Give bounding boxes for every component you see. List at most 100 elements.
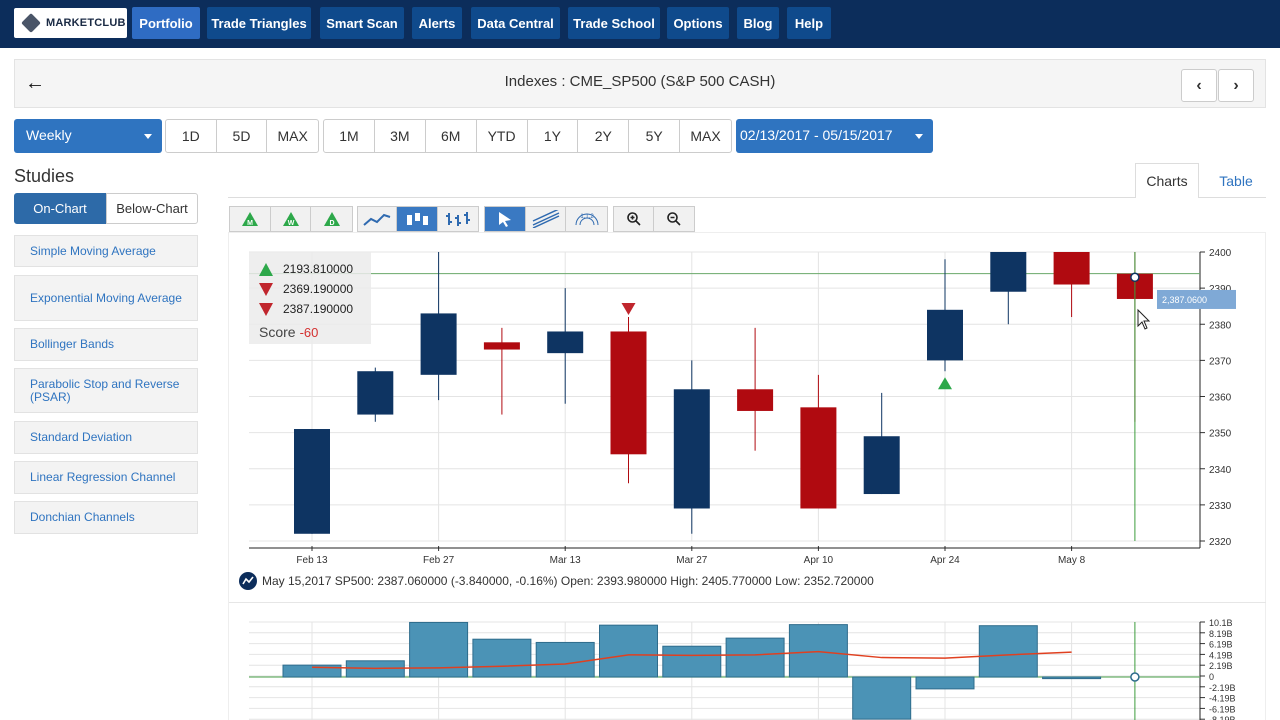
- logo-cube-icon: [21, 13, 41, 33]
- trade-triangle-signals: 2193.810000 2369.190000 2387.190000 Scor…: [249, 252, 371, 344]
- nav-blog[interactable]: Blog: [737, 7, 779, 39]
- nav-data-central[interactable]: Data Central: [471, 7, 560, 39]
- line-chart-button[interactable]: [358, 207, 398, 231]
- tab-underline: [228, 197, 1266, 198]
- intraday-range-group: 1D 5D MAX: [165, 119, 319, 153]
- ohlc-info: May 15,2017 SP500: 2387.060000 (-3.84000…: [239, 572, 874, 590]
- study-simple-moving-average[interactable]: Simple Moving Average: [14, 235, 198, 267]
- zoom-toolbar: [613, 206, 695, 232]
- range-5d-button[interactable]: 5D: [217, 120, 268, 152]
- daily-triangle-toggle[interactable]: D: [311, 207, 352, 231]
- chart-panel: [228, 232, 1266, 720]
- candle-chart-button[interactable]: [397, 207, 438, 231]
- previous-symbol-button[interactable]: ‹: [1181, 69, 1217, 102]
- study-bollinger-bands[interactable]: Bollinger Bands: [14, 328, 198, 361]
- page-title: Indexes : CME_SP500 (S&P 500 CASH): [504, 73, 776, 90]
- caret-down-icon: [144, 134, 152, 139]
- trendline-icon: [532, 210, 559, 228]
- weekly-triangle-toggle[interactable]: W: [271, 207, 312, 231]
- nav-trade-school[interactable]: Trade School: [568, 7, 660, 39]
- nav-smart-scan[interactable]: Smart Scan: [320, 7, 404, 39]
- range-6m-button[interactable]: 6M: [426, 120, 477, 152]
- period-range-group: 1M 3M 6M YTD 1Y 2Y 5Y MAX: [323, 119, 732, 153]
- monthly-triangle-toggle[interactable]: M: [230, 207, 271, 231]
- weekly-signal-value: 2369.190000: [283, 282, 354, 296]
- monthly-triangle-icon: M: [241, 212, 258, 227]
- nav-trade-triangles[interactable]: Trade Triangles: [207, 7, 311, 39]
- interval-value: Weekly: [26, 127, 72, 143]
- chart-type-toolbar: [357, 206, 479, 232]
- range-2y-button[interactable]: 2Y: [578, 120, 630, 152]
- range-3m-button[interactable]: 3M: [375, 120, 426, 152]
- cursor-arrow-icon: [498, 212, 511, 227]
- range-max-button[interactable]: MAX: [690, 128, 721, 144]
- interval-select[interactable]: Weekly: [14, 119, 162, 153]
- line-chart-icon: [363, 213, 391, 226]
- next-symbol-button[interactable]: ›: [1218, 69, 1254, 102]
- below-chart-toggle[interactable]: Below-Chart: [106, 193, 198, 224]
- nav-portfolio[interactable]: Portfolio: [132, 7, 200, 39]
- chevron-left-icon: ‹: [1196, 76, 1202, 94]
- svg-text:D: D: [329, 220, 334, 227]
- studies-title: Studies: [14, 166, 75, 186]
- fibonacci-icon: 1,1,2: [575, 213, 599, 226]
- study-donchian-channels[interactable]: Donchian Channels: [14, 501, 198, 534]
- nav-options[interactable]: Options: [667, 7, 729, 39]
- range-1y-button[interactable]: 1Y: [528, 120, 579, 152]
- nav-alerts[interactable]: Alerts: [412, 7, 462, 39]
- red-triangle-down-icon: [259, 282, 273, 296]
- study-linear-regression-channel[interactable]: Linear Regression Channel: [14, 461, 198, 494]
- volume-separator: [229, 602, 1266, 603]
- date-range-select[interactable]: 02/13/2017 - 05/15/2017: [736, 119, 933, 153]
- range-ytd-button[interactable]: YTD: [477, 120, 528, 152]
- monthly-signal: 2193.810000: [259, 262, 353, 276]
- symbol-header: ← Indexes : CME_SP500 (S&P 500 CASH) ‹ ›: [14, 59, 1266, 108]
- chart-wave-icon: [239, 572, 257, 590]
- fibonacci-tool-button[interactable]: 1,1,2: [566, 207, 607, 231]
- zoom-in-icon: [626, 212, 641, 226]
- range-5y-button[interactable]: 5Y: [629, 120, 681, 152]
- top-navigation: MARKETCLUB Portfolio Trade Triangles Sma…: [0, 0, 1280, 48]
- red-triangle-down-icon: [259, 302, 273, 316]
- zoom-out-icon: [667, 212, 681, 226]
- score: Score -60: [259, 324, 318, 340]
- daily-signal: 2387.190000: [259, 302, 353, 316]
- ohlc-bar-chart-button[interactable]: [438, 207, 478, 231]
- green-triangle-up-icon: [259, 262, 273, 276]
- study-exponential-moving-average[interactable]: Exponential Moving Average: [14, 275, 198, 321]
- svg-text:M: M: [247, 220, 253, 227]
- range-max-intraday-button[interactable]: MAX: [277, 128, 308, 144]
- drawing-toolbar: 1,1,2: [484, 206, 608, 232]
- daily-triangle-icon: D: [323, 212, 340, 227]
- signal-toolbar: M W D: [229, 206, 353, 232]
- svg-text:W: W: [287, 220, 294, 227]
- marketclub-logo[interactable]: MARKETCLUB: [14, 8, 127, 38]
- back-arrow-icon[interactable]: ←: [25, 72, 45, 94]
- zoom-in-button[interactable]: [614, 207, 654, 231]
- range-1d-button[interactable]: 1D: [166, 120, 217, 152]
- tab-table[interactable]: Table: [1219, 172, 1253, 189]
- chevron-right-icon: ›: [1233, 76, 1239, 94]
- svg-text:1,1,2: 1,1,2: [580, 214, 594, 220]
- daily-signal-value: 2387.190000: [283, 302, 354, 316]
- date-range-value: 02/13/2017 - 05/15/2017: [740, 127, 893, 143]
- caret-down-icon: [915, 134, 923, 139]
- trendline-tool-button[interactable]: [526, 207, 567, 231]
- logo-text: MARKETCLUB: [46, 17, 126, 29]
- weekly-triangle-icon: W: [282, 212, 299, 227]
- zoom-out-button[interactable]: [654, 207, 694, 231]
- weekly-signal: 2369.190000: [259, 282, 353, 296]
- study-standard-deviation[interactable]: Standard Deviation: [14, 421, 198, 454]
- nav-help[interactable]: Help: [787, 7, 831, 39]
- monthly-signal-value: 2193.810000: [283, 262, 354, 276]
- tab-charts[interactable]: Charts: [1135, 163, 1199, 198]
- pointer-tool-button[interactable]: [485, 207, 526, 231]
- ohlc-bar-icon: [445, 212, 470, 226]
- ohlc-text: May 15,2017 SP500: 2387.060000 (-3.84000…: [262, 574, 874, 588]
- score-value: -60: [299, 325, 319, 340]
- study-psar[interactable]: Parabolic Stop and Reverse (PSAR): [14, 368, 198, 413]
- candle-chart-icon: [407, 213, 428, 225]
- score-label: Score: [259, 324, 296, 340]
- on-chart-toggle[interactable]: On-Chart: [14, 193, 106, 224]
- range-1m-button[interactable]: 1M: [324, 120, 375, 152]
